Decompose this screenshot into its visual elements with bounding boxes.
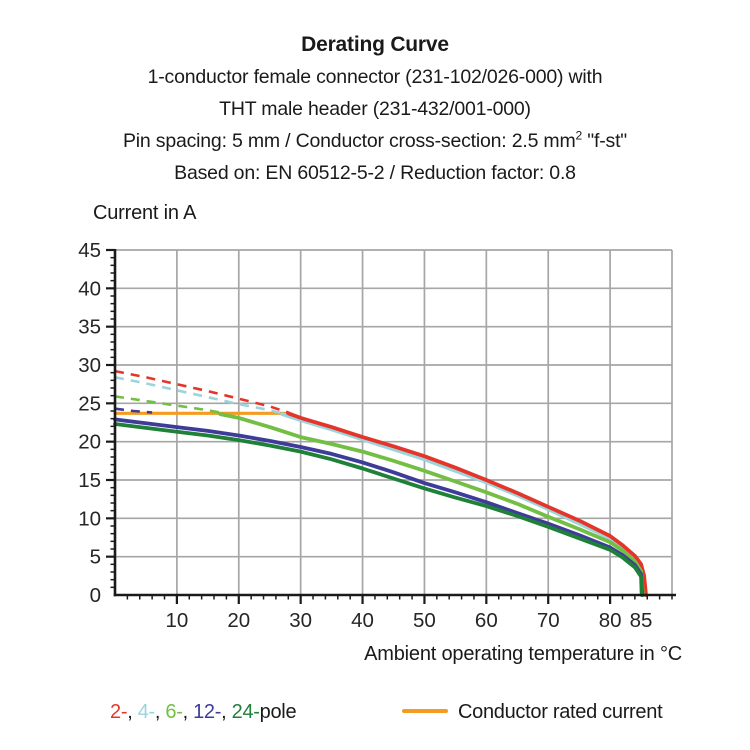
curve-12-pole-dashed [114, 407, 153, 414]
subtitle-line-4: Based on: EN 60512-5-2 / Reduction facto… [174, 162, 576, 184]
legend-row: 2-, 4-, 6-, 12-, 24-pole Conductor rated… [0, 700, 750, 740]
y-tick-label: 30 [78, 354, 101, 377]
x-tick-label: 10 [165, 609, 188, 632]
curve-2-pole-dashed [114, 369, 289, 414]
x-tick-label: 40 [351, 609, 374, 632]
y-tick-label: 45 [78, 239, 101, 262]
subtitle-line-2: THT male header (231-432/001-000) [219, 98, 531, 120]
x-axis-title: Ambient operating temperature in °C [364, 643, 682, 665]
pole-legend-token: , [182, 701, 194, 723]
x-tick-label: 50 [413, 609, 436, 632]
pole-legend-token: 24- [231, 701, 260, 723]
rated-current-swatch [402, 708, 448, 714]
y-tick-label: 0 [90, 584, 101, 607]
y-tick-label: 35 [78, 316, 101, 339]
subtitle-line-1: 1-conductor female connector (231-102/02… [147, 66, 603, 88]
pole-legend-token: , [127, 701, 138, 723]
page-title: Derating Curve [301, 33, 449, 56]
pole-legend-token: 12- [193, 701, 222, 723]
pole-legend: 2-, 4-, 6-, 12-, 24-pole [110, 701, 297, 724]
pole-legend-token: 6- [165, 701, 183, 723]
x-tick-label: 80 [599, 609, 622, 632]
x-tick-label: 60 [475, 609, 498, 632]
subtitle-line-3-suffix: "f-st" [582, 130, 628, 152]
pole-legend-token: 4- [137, 701, 155, 723]
y-tick-label: 10 [78, 507, 101, 530]
subtitle-line-3: Pin spacing: 5 mm / Conductor cross-sect… [0, 125, 750, 157]
pole-legend-token: pole [259, 701, 297, 723]
curve-24-pole-solid [113, 422, 644, 597]
x-tick-label: 85 [630, 609, 653, 632]
curve-12-pole-solid [113, 417, 645, 597]
pole-legend-token: , [154, 701, 166, 723]
x-tick-label: 30 [289, 609, 312, 632]
y-tick-label: 25 [78, 392, 101, 415]
subtitle-line-3-text: Pin spacing: 5 mm / Conductor cross-sect… [122, 130, 576, 152]
rated-current-legend: Conductor rated current [402, 701, 663, 724]
y-tick-label: 20 [78, 431, 101, 454]
pole-legend-token: , [221, 701, 232, 723]
curve-6-pole-solid [218, 412, 645, 597]
y-tick-label: 15 [78, 469, 101, 492]
y-tick-label: 40 [78, 277, 101, 300]
y-tick-label: 5 [90, 546, 101, 569]
rated-current-label: Conductor rated current [458, 701, 663, 723]
title-block: Derating Curve 1-conductor female connec… [0, 29, 750, 189]
x-tick-label: 70 [537, 609, 560, 632]
curve-2-pole-solid [286, 411, 648, 597]
x-tick-label: 20 [227, 609, 250, 632]
superscript-2: 2 [575, 128, 583, 143]
curve-6-pole-dashed [114, 395, 221, 414]
y-axis-title: Current in A [93, 202, 197, 224]
pole-legend-token: 2- [110, 701, 128, 723]
